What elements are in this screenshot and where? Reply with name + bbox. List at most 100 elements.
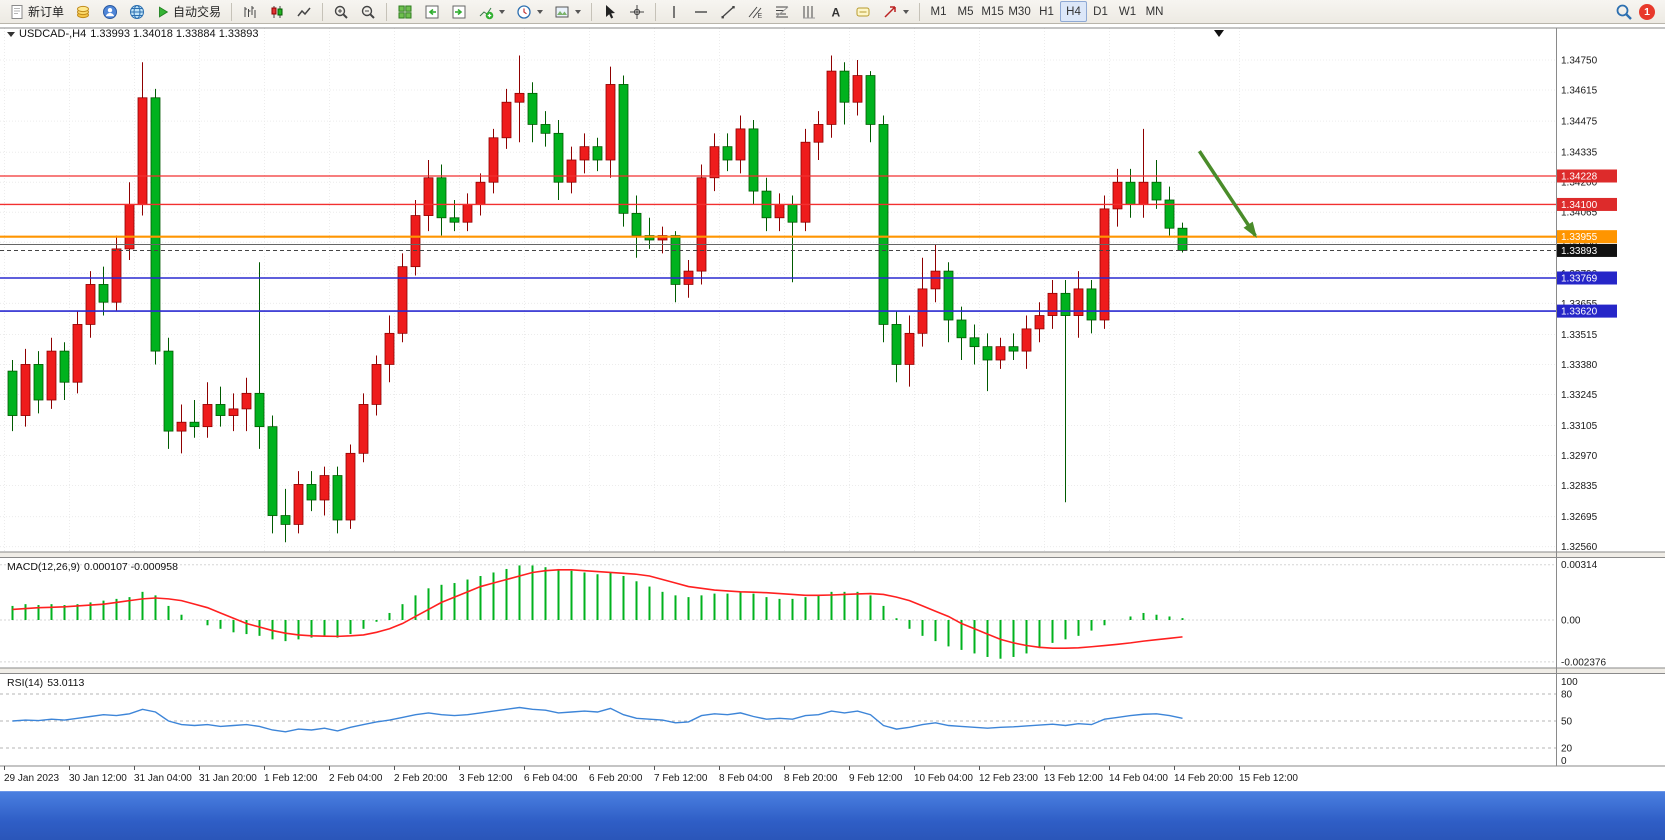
- price-tags: 1.34228 1.34100 1.33955 1.33893 1.33769 1.336…: [1557, 169, 1617, 318]
- svg-text:31 Jan 04:00: 31 Jan 04:00: [134, 773, 192, 784]
- autoscroll-button[interactable]: [419, 1, 445, 22]
- annotation-arrow[interactable]: [1197, 150, 1257, 239]
- macd-histogram: [11, 565, 1184, 659]
- arrows-button[interactable]: [877, 1, 914, 22]
- timeframe-mn[interactable]: MN: [1141, 1, 1168, 22]
- toolbar-separator: [919, 2, 921, 21]
- toolbar-separator: [386, 2, 388, 21]
- zoom-out-icon: [360, 4, 376, 20]
- timeframe-w1[interactable]: W1: [1114, 1, 1141, 22]
- arrow-draw-icon: [882, 4, 898, 20]
- svg-text:1.33515: 1.33515: [1561, 330, 1598, 341]
- vertical-line-button[interactable]: [661, 1, 687, 22]
- search-button[interactable]: [1610, 1, 1638, 22]
- svg-text:1.32970: 1.32970: [1561, 451, 1598, 462]
- panel-splitter[interactable]: [0, 668, 1665, 674]
- svg-text:29 Jan 2023: 29 Jan 2023: [4, 773, 59, 784]
- svg-text:80: 80: [1561, 690, 1573, 701]
- svg-text:20: 20: [1561, 744, 1573, 755]
- timeframe-h1[interactable]: H1: [1033, 1, 1060, 22]
- svg-text:1.34750: 1.34750: [1561, 55, 1598, 66]
- text-button[interactable]: A: [823, 1, 849, 22]
- svg-text:0.00: 0.00: [1561, 616, 1581, 627]
- search-icon: [1615, 3, 1633, 21]
- chart-shift-button[interactable]: [446, 1, 472, 22]
- svg-text:15 Feb 12:00: 15 Feb 12:00: [1239, 773, 1298, 784]
- time-axis[interactable]: 29 Jan 2023 30 Jan 12:00 31 Jan 04:00 31 Ja…: [4, 766, 1298, 784]
- horizontal-line-button[interactable]: [688, 1, 714, 22]
- svg-text:1.33955: 1.33955: [1561, 232, 1598, 243]
- zoom-out-button[interactable]: [355, 1, 381, 22]
- new-order-button[interactable]: 新订单: [4, 1, 69, 22]
- toolbar-separator: [655, 2, 657, 21]
- templates-button[interactable]: [549, 1, 586, 22]
- dropdown-caret-icon: [537, 9, 544, 14]
- timeframe-m5[interactable]: M5: [952, 1, 979, 22]
- svg-text:1.33769: 1.33769: [1561, 273, 1598, 284]
- svg-text:1.34100: 1.34100: [1561, 200, 1598, 211]
- new-order-label: 新订单: [28, 5, 65, 19]
- bar-chart-icon: [242, 4, 258, 20]
- toolbar-separator: [231, 2, 233, 21]
- website-button[interactable]: [124, 1, 150, 22]
- fibonacci-button[interactable]: [769, 1, 795, 22]
- equidistant-channel-button[interactable]: E: [742, 1, 768, 22]
- svg-text:31 Jan 20:00: 31 Jan 20:00: [199, 773, 257, 784]
- cursor-button[interactable]: [597, 1, 623, 22]
- notification-badge[interactable]: 1: [1639, 3, 1655, 20]
- crosshair-icon: [629, 4, 645, 20]
- candlestick-chart-button[interactable]: [264, 1, 290, 22]
- svg-text:1.33105: 1.33105: [1561, 421, 1598, 432]
- svg-text:100: 100: [1561, 677, 1578, 688]
- panel-splitter[interactable]: [0, 552, 1665, 558]
- svg-text:2 Feb 20:00: 2 Feb 20:00: [394, 773, 448, 784]
- candles-layer: [7, 55, 1188, 543]
- candlestick-chart-icon: [269, 4, 285, 20]
- horizontal-line-icon: [693, 4, 709, 20]
- svg-text:1.33893: 1.33893: [1561, 246, 1598, 257]
- svg-text:1.34228: 1.34228: [1561, 171, 1598, 182]
- timeframe-m30[interactable]: M30: [1006, 1, 1033, 22]
- globe-icon: [129, 4, 145, 20]
- tile-windows-button[interactable]: [392, 1, 418, 22]
- timeframe-m1[interactable]: M1: [925, 1, 952, 22]
- svg-text:30 Jan 12:00: 30 Jan 12:00: [69, 773, 127, 784]
- chart-shift-icon: [451, 4, 467, 20]
- price-axis[interactable]: 1.34750 1.34615 1.34475 1.34335 1.34200 1.340…: [1561, 55, 1598, 553]
- timeframe-h4[interactable]: H4: [1060, 1, 1088, 22]
- zoom-in-icon: [333, 4, 349, 20]
- trendline-button[interactable]: [715, 1, 741, 22]
- zoom-in-button[interactable]: [328, 1, 354, 22]
- autotrading-button[interactable]: 自动交易: [151, 1, 226, 22]
- svg-text:1 Feb 12:00: 1 Feb 12:00: [264, 773, 318, 784]
- svg-text:1.32835: 1.32835: [1561, 481, 1598, 492]
- rsi-line: [12, 706, 1183, 733]
- chart-shift-marker[interactable]: [1214, 30, 1224, 37]
- line-chart-button[interactable]: [291, 1, 317, 22]
- community-button[interactable]: [97, 1, 123, 22]
- chart-canvas[interactable]: 1.34750 1.34615 1.34475 1.34335 1.34200 1.340…: [0, 24, 1665, 787]
- svg-text:1.33930: 1.33930: [1561, 238, 1598, 249]
- bar-chart-button[interactable]: [237, 1, 263, 22]
- timeframe-m15[interactable]: M15: [979, 1, 1006, 22]
- add-indicator-button[interactable]: [473, 1, 510, 22]
- fibonacci-icon: [774, 4, 790, 20]
- text-label-button[interactable]: [850, 1, 876, 22]
- svg-text:1.34335: 1.34335: [1561, 148, 1598, 159]
- new-order-icon: [9, 4, 25, 20]
- horizontal-level-lines[interactable]: [0, 175, 1556, 312]
- dropdown-caret-icon: [499, 9, 506, 14]
- trendline-icon: [720, 4, 736, 20]
- svg-text:1.34200: 1.34200: [1561, 178, 1598, 189]
- market-button[interactable]: [70, 1, 96, 22]
- cycle-lines-button[interactable]: [796, 1, 822, 22]
- template-icon: [554, 4, 570, 20]
- crosshair-button[interactable]: [624, 1, 650, 22]
- dropdown-caret-icon: [575, 9, 582, 14]
- timeframe-d1[interactable]: D1: [1087, 1, 1114, 22]
- periods-button[interactable]: [511, 1, 548, 22]
- svg-text:1.33620: 1.33620: [1561, 307, 1598, 318]
- vertical-line-icon: [666, 4, 682, 20]
- svg-text:1.34475: 1.34475: [1561, 117, 1598, 128]
